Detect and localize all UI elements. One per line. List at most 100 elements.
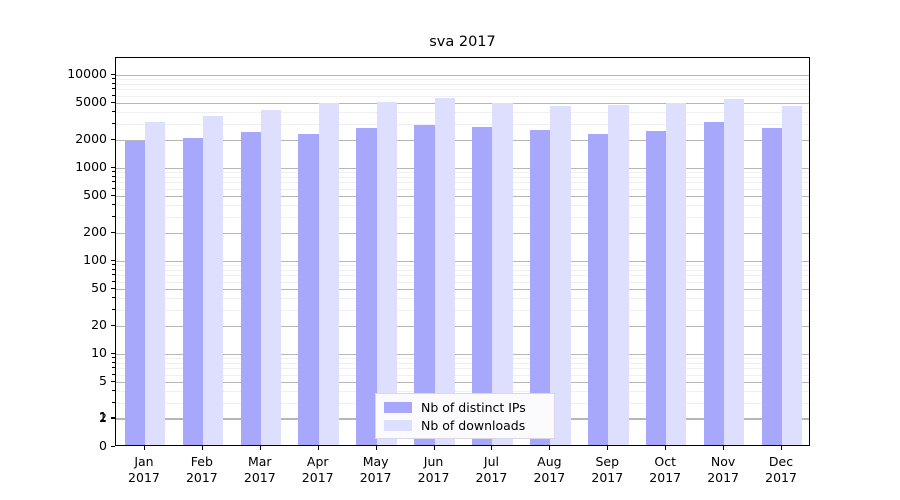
x-axis-tick-month: Mar [247, 454, 272, 469]
legend-label-ips: Nb of distinct IPs [421, 399, 526, 415]
y-axis-tick-label: 5 [99, 372, 107, 388]
y-axis-minor-tick-mark [112, 373, 115, 375]
gridline [116, 216, 809, 218]
legend-swatch-icon-ips [384, 402, 412, 413]
gridline [116, 309, 809, 311]
gridline [116, 112, 809, 113]
bar-ips-nov [703, 121, 725, 445]
gridline [116, 89, 809, 91]
gridline [116, 298, 809, 299]
x-axis-tick-year: 2017 [765, 470, 797, 485]
x-axis-tick-mark [259, 446, 261, 450]
gridline [116, 358, 809, 360]
legend-item-ips: Nb of distinct IPs [384, 399, 546, 416]
plot-area [115, 57, 810, 446]
gridline [116, 182, 809, 184]
x-axis-tick-year: 2017 [475, 470, 508, 485]
y-axis-tick-mark [111, 417, 115, 418]
bar-ips-dec [761, 127, 783, 445]
x-axis-tick-year: 2017 [359, 470, 392, 485]
bar-downloads-nov [724, 98, 745, 445]
x-axis-tick-year: 2017 [533, 470, 566, 485]
gridline [116, 205, 809, 206]
y-axis-minor-tick-mark [112, 204, 115, 205]
x-axis-tick-month: Nov [710, 454, 736, 469]
bar-ips-jan [124, 140, 145, 445]
x-axis-tick-month: Aug [537, 454, 562, 469]
bar-downloads-apr [318, 102, 339, 445]
y-axis-tick-mark [111, 353, 115, 354]
x-axis-tick-year: 2017 [243, 470, 276, 485]
x-axis-tick-year: 2017 [649, 470, 682, 485]
bar-ips-mar [240, 131, 261, 445]
x-axis-tick-month: Sep [595, 454, 620, 469]
y-axis-minor-tick-mark [112, 401, 115, 403]
x-axis-tick-mark [549, 446, 551, 450]
y-axis-minor-tick-mark [112, 269, 115, 270]
y-axis-tick-label: 20 [91, 317, 107, 332]
y-axis-tick-mark [111, 418, 115, 419]
y-axis-tick-mark [111, 139, 115, 140]
y-axis-tick-label: 0 [99, 438, 107, 453]
gridline [116, 363, 809, 364]
gridline [116, 381, 809, 383]
x-axis-tick-year: 2017 [301, 470, 334, 485]
legend-swatch-icon-downloads [384, 420, 412, 431]
x-axis-tick-label-aug: Aug 2017 [520, 454, 578, 486]
y-axis-minor-tick-mark [112, 280, 115, 282]
y-axis-minor-tick-mark [112, 357, 115, 359]
x-axis-tick-label-jun: Jun 2017 [405, 454, 463, 486]
gridline [116, 140, 809, 141]
y-axis-minor-tick-mark [112, 308, 115, 310]
x-axis-tick-year: 2017 [707, 470, 740, 485]
bar-downloads-may [376, 101, 397, 445]
gridline [116, 84, 809, 85]
x-axis-tick-month: Apr [306, 454, 329, 469]
x-axis-tick-mark [433, 446, 435, 450]
y-axis-tick-mark [111, 74, 115, 75]
x-axis: Jan 2017 Feb 2017 Mar 2017 Apr 2017 May 2017 Jun 20… [115, 446, 810, 496]
gridline [116, 172, 809, 174]
x-axis-tick-mark [491, 446, 493, 450]
gridline [116, 75, 809, 76]
y-axis-tick-label: 2000 [75, 131, 107, 146]
gridline [116, 265, 809, 267]
gridline [116, 123, 809, 125]
y-axis-tick-mark [111, 101, 115, 103]
x-axis-tick-mark [607, 446, 609, 450]
y-axis-minor-tick-mark [112, 274, 115, 276]
x-axis-tick-year: 2017 [128, 470, 160, 485]
x-axis-tick-mark [781, 446, 783, 450]
y-axis-minor-tick-mark [112, 187, 115, 189]
x-axis-tick-label-dec: Dec 2017 [752, 454, 810, 486]
bar-downloads-jan [144, 121, 166, 445]
gridline [116, 275, 809, 277]
y-axis-minor-tick-mark [112, 94, 115, 96]
x-axis-tick-label-apr: Apr 2017 [289, 454, 347, 486]
y-axis-minor-tick-mark [112, 215, 115, 217]
y-axis-tick-label: 10 [91, 345, 107, 360]
x-axis-tick-label-jan: Jan 2017 [115, 454, 173, 486]
y-axis-tick-label: 5000 [75, 93, 107, 109]
x-axis-tick-mark [723, 446, 725, 450]
x-axis-tick-year: 2017 [591, 470, 624, 485]
y-axis-minor-tick-mark [112, 362, 115, 363]
gridline [116, 79, 809, 81]
y-axis-tick-mark [111, 232, 115, 233]
y-axis-tick-mark [111, 194, 115, 196]
x-axis-tick-year: 2017 [185, 470, 218, 485]
x-axis-tick-mark [375, 446, 377, 450]
y-axis-tick-mark [111, 325, 115, 326]
chart-title: sva 2017 [429, 34, 496, 50]
y-axis-tick-mark [111, 260, 115, 261]
gridline [116, 261, 809, 262]
bar-ips-may [356, 127, 377, 445]
x-axis-tick-label-oct: Oct 2017 [636, 454, 694, 486]
y-axis-minor-tick-mark [112, 78, 115, 80]
bar-ips-sep [588, 134, 609, 445]
x-axis-tick-year: 2017 [417, 470, 450, 485]
bar-downloads-dec [782, 106, 803, 445]
y-axis-minor-tick-mark [112, 171, 115, 173]
bar-downloads-mar [260, 109, 282, 445]
